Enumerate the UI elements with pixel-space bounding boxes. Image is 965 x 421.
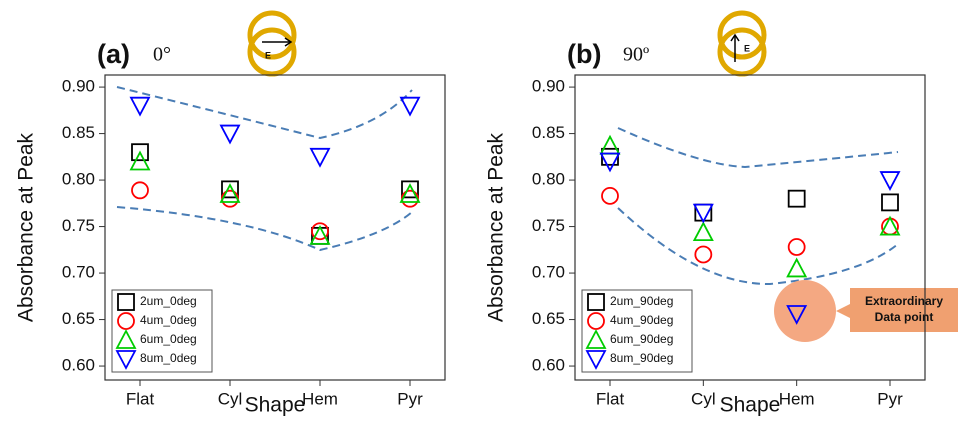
legend-label: 2um_90deg: [610, 294, 673, 308]
y-tick-label: 0.70: [62, 263, 95, 282]
x-axis-title: Shape: [720, 394, 781, 417]
data-point: [221, 180, 239, 199]
legend-marker: [587, 293, 605, 311]
x-tick-label: Flat: [126, 389, 155, 408]
x-tick-label: Pyr: [397, 389, 423, 408]
data-point: [401, 189, 419, 208]
data-point: [692, 203, 714, 224]
envelope: [116, 86, 899, 286]
data-point: [129, 96, 151, 117]
x-tick-label: Flat: [596, 389, 625, 408]
angle-label: 0°: [153, 44, 171, 66]
data-point: [219, 183, 241, 203]
data-point: [879, 171, 901, 191]
data-point: [309, 224, 331, 245]
legend-box: [111, 289, 213, 373]
y-tick-label: 0.85: [532, 123, 565, 142]
panel-label: (b): [567, 39, 601, 69]
legend-marker: [117, 312, 135, 330]
data-point: [131, 143, 149, 162]
field-label: E: [265, 50, 271, 60]
data-point: [786, 305, 808, 325]
x-tick-label: Hem: [779, 389, 815, 408]
data-point: [311, 222, 329, 241]
legend-label: 8um_0deg: [140, 351, 197, 365]
y-tick-label: 0.90: [532, 77, 565, 96]
data-point: [879, 215, 901, 236]
y-tick-label: 0.80: [532, 170, 565, 189]
data-point: [399, 96, 421, 117]
x-tick-label: Hem: [302, 389, 338, 408]
callout: [774, 280, 958, 342]
data-point: [599, 152, 621, 173]
y-tick-label: 0.65: [62, 309, 95, 328]
legend-label: 4um_90deg: [610, 313, 673, 327]
legend-marker: [585, 350, 607, 370]
data-point: [787, 238, 806, 256]
annotation: Data point: [875, 310, 934, 324]
legend-marker: [117, 293, 135, 311]
legend-label: 6um_0deg: [140, 332, 197, 346]
data-point: [786, 257, 808, 278]
data-point: [401, 180, 419, 199]
field-label: E: [744, 43, 750, 53]
data-point: [601, 186, 619, 205]
legend-label: 8um_90deg: [610, 351, 673, 365]
ring-icon: [247, 10, 297, 77]
y-tick-label: 0.75: [532, 216, 565, 235]
y-tick-label: 0.65: [532, 309, 565, 328]
data-point: [692, 221, 714, 242]
legend-marker: [587, 312, 605, 330]
data-point: [219, 124, 241, 145]
x-tick-label: Pyr: [877, 389, 903, 408]
legend-marker: [115, 329, 137, 349]
data-point: [131, 181, 149, 200]
data-point: [787, 189, 806, 208]
y-tick-label: 0.60: [532, 356, 565, 375]
y-tick-label: 0.75: [62, 216, 95, 235]
y-tick-label: 0.90: [62, 77, 95, 96]
data-point: [309, 147, 331, 168]
x-tick-label: Cyl: [691, 389, 716, 408]
y-tick-label: 0.80: [62, 170, 95, 189]
legend-label: 2um_0deg: [140, 294, 197, 308]
y-axis-title: Absorbance at Peak: [485, 132, 508, 322]
data-point: [599, 134, 621, 155]
legend-marker: [585, 329, 607, 349]
annotation: Extraordinary: [865, 294, 943, 308]
ring-icon: [717, 10, 767, 77]
y-tick-label: 0.85: [62, 123, 95, 142]
legend-marker: [115, 350, 137, 370]
plot-frame: [574, 74, 926, 381]
data-point: [399, 183, 421, 203]
x-axis-title: Shape: [245, 394, 306, 417]
legend-label: 4um_0deg: [140, 313, 197, 327]
data-point: [601, 147, 619, 166]
data-point: [881, 193, 899, 212]
y-tick-label: 0.70: [532, 263, 565, 282]
data-point: [129, 150, 151, 171]
y-tick-label: 0.60: [62, 356, 95, 375]
data-point: [221, 189, 239, 208]
angle-label: 90º: [623, 44, 649, 66]
x-tick-label: Cyl: [218, 389, 243, 408]
panel-label: (a): [97, 39, 130, 69]
plot-frame: [104, 74, 446, 381]
data-point: [694, 245, 713, 264]
y-axis-title: Absorbance at Peak: [15, 132, 38, 322]
legend-label: 6um_90deg: [610, 332, 673, 346]
